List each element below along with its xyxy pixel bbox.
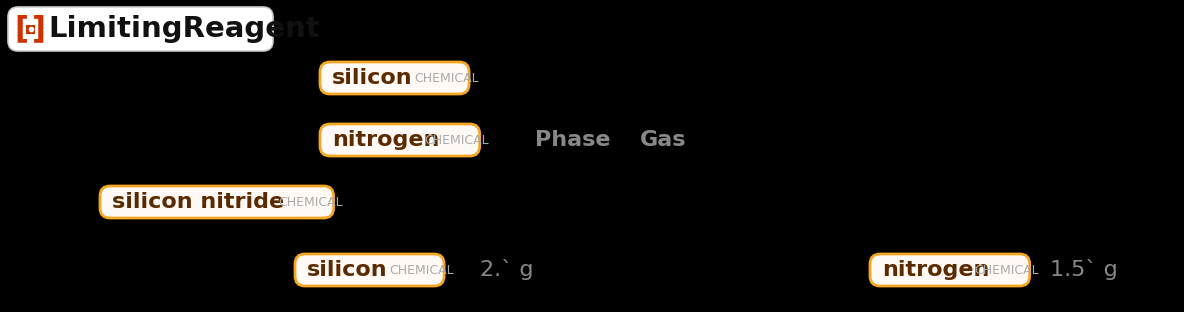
Text: 1.5` g: 1.5` g: [1050, 260, 1118, 280]
Text: ]: ]: [32, 14, 46, 43]
Text: nitrogen: nitrogen: [882, 260, 990, 280]
FancyBboxPatch shape: [870, 254, 1030, 286]
Text: [: [: [14, 14, 28, 43]
Text: CHEMICAL: CHEMICAL: [388, 265, 453, 277]
Text: Gas: Gas: [641, 130, 687, 150]
Text: silicon: silicon: [332, 68, 413, 88]
Text: 2.` g: 2.` g: [480, 260, 534, 280]
Text: CHEMICAL: CHEMICAL: [414, 72, 478, 85]
FancyBboxPatch shape: [320, 62, 469, 94]
Text: CHEMICAL: CHEMICAL: [974, 265, 1040, 277]
Text: silicon: silicon: [307, 260, 387, 280]
FancyBboxPatch shape: [8, 7, 274, 51]
Text: LimitingReagent: LimitingReagent: [49, 15, 320, 43]
FancyBboxPatch shape: [26, 25, 36, 33]
Text: CHEMICAL: CHEMICAL: [278, 197, 343, 209]
Text: CHEMICAL: CHEMICAL: [425, 134, 489, 148]
Text: Phase: Phase: [535, 130, 611, 150]
Text: nitrogen: nitrogen: [332, 130, 439, 150]
Text: silicon nitride: silicon nitride: [112, 192, 284, 212]
FancyBboxPatch shape: [295, 254, 444, 286]
FancyBboxPatch shape: [99, 186, 334, 218]
FancyBboxPatch shape: [320, 124, 480, 156]
